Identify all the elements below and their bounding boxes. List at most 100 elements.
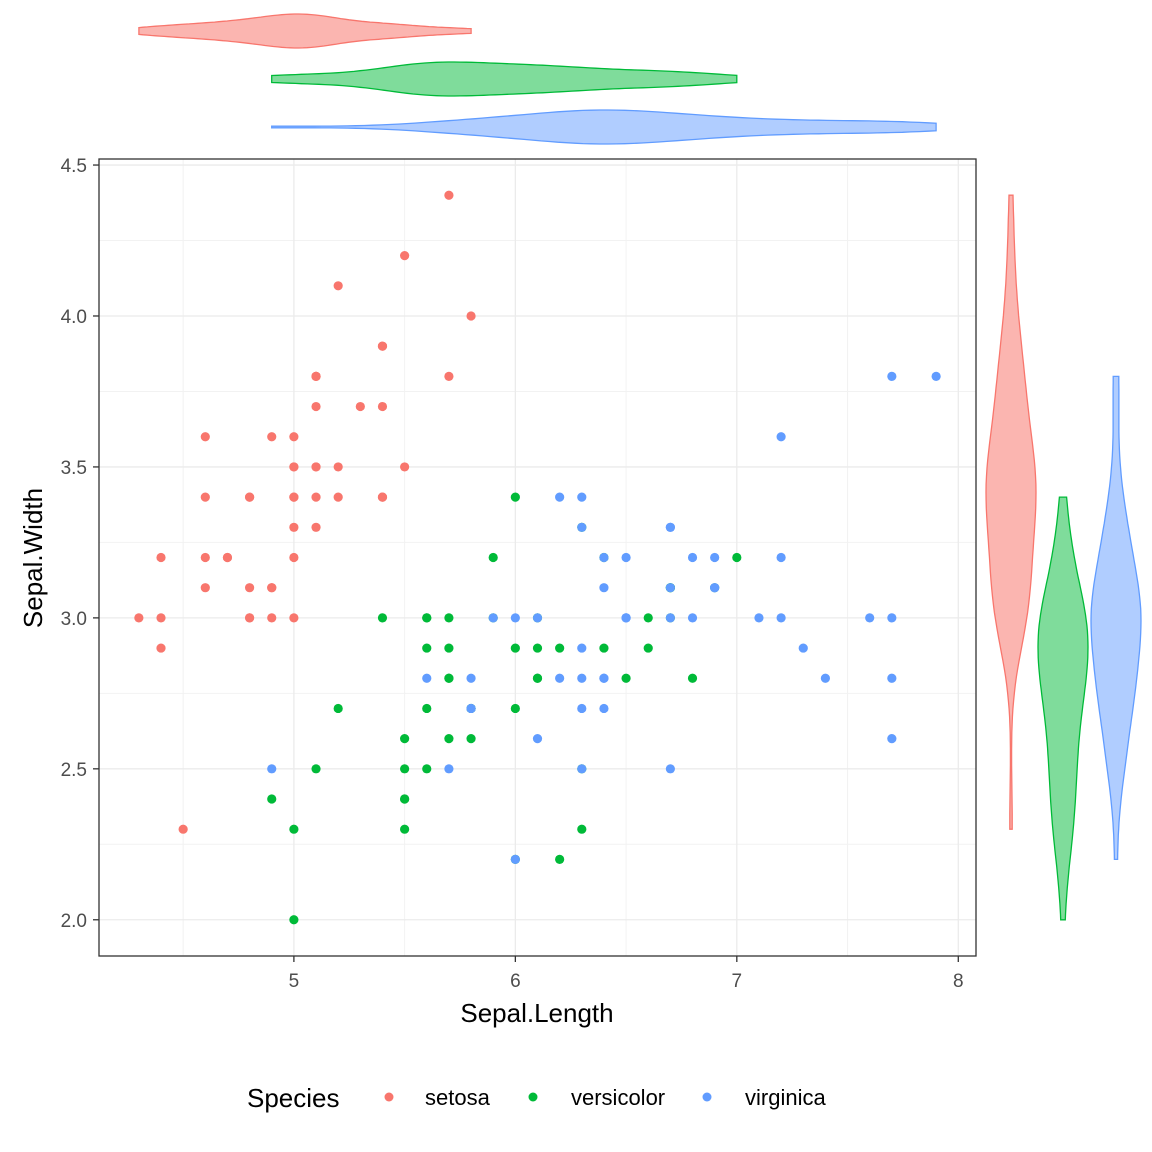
point-virginica bbox=[510, 854, 520, 864]
y-tick-label: 4.5 bbox=[61, 156, 87, 177]
point-versicolor bbox=[267, 794, 277, 804]
point-setosa bbox=[289, 432, 299, 442]
point-setosa bbox=[377, 401, 388, 412]
point-virginica bbox=[687, 613, 698, 623]
point-versicolor bbox=[510, 643, 520, 653]
point-versicolor bbox=[510, 492, 520, 502]
point-setosa bbox=[244, 492, 255, 502]
point-versicolor bbox=[400, 764, 410, 774]
point-virginica bbox=[466, 673, 476, 683]
point-versicolor bbox=[444, 734, 454, 744]
point-versicolor bbox=[643, 643, 653, 653]
point-virginica bbox=[466, 703, 476, 714]
point-virginica bbox=[621, 552, 631, 563]
point-virginica bbox=[577, 764, 587, 774]
point-virginica bbox=[267, 764, 277, 774]
legend-key-versicolor bbox=[528, 1092, 538, 1102]
point-setosa bbox=[311, 401, 321, 412]
y-axis: 2.0 2.5 3.0 3.5 4.0 4.5 bbox=[61, 156, 99, 932]
point-setosa bbox=[244, 613, 255, 623]
point-setosa bbox=[377, 341, 388, 351]
point-virginica bbox=[798, 643, 808, 653]
point-virginica bbox=[887, 734, 897, 744]
point-versicolor bbox=[422, 764, 432, 774]
point-versicolor bbox=[732, 552, 742, 563]
panel-border bbox=[98, 158, 977, 957]
x-tick-label: 6 bbox=[510, 971, 521, 992]
point-versicolor bbox=[532, 673, 543, 683]
point-versicolor bbox=[400, 734, 410, 744]
point-setosa bbox=[444, 371, 454, 381]
point-setosa bbox=[311, 462, 321, 472]
point-setosa bbox=[200, 492, 210, 502]
point-setosa bbox=[156, 643, 166, 653]
point-setosa bbox=[333, 462, 343, 472]
point-versicolor bbox=[599, 643, 609, 653]
point-versicolor bbox=[400, 824, 410, 834]
point-versicolor bbox=[466, 734, 476, 744]
point-virginica bbox=[931, 371, 941, 381]
main-plot-panel bbox=[98, 158, 977, 957]
y-tick-label: 2.5 bbox=[61, 760, 87, 781]
point-virginica bbox=[776, 432, 786, 442]
point-setosa bbox=[289, 492, 299, 502]
point-virginica bbox=[532, 613, 543, 623]
x-tick-label: 8 bbox=[953, 971, 964, 992]
point-virginica bbox=[555, 673, 565, 683]
point-virginica bbox=[577, 522, 587, 532]
y-tick-label: 3.5 bbox=[61, 458, 87, 479]
point-setosa bbox=[289, 552, 299, 563]
point-setosa bbox=[311, 522, 321, 532]
point-setosa bbox=[466, 311, 476, 321]
point-virginica bbox=[532, 734, 543, 744]
point-virginica bbox=[621, 613, 631, 623]
point-setosa bbox=[200, 552, 210, 563]
point-versicolor bbox=[510, 703, 520, 714]
point-versicolor bbox=[311, 764, 321, 774]
legend-label-virginica: virginica bbox=[745, 1085, 826, 1110]
point-virginica bbox=[488, 613, 498, 623]
point-virginica bbox=[577, 492, 587, 502]
point-setosa bbox=[400, 462, 410, 472]
point-virginica bbox=[687, 552, 698, 563]
violin-top-virginica bbox=[271, 109, 937, 145]
point-setosa bbox=[156, 552, 166, 563]
y-axis-title: Sepal.Width bbox=[18, 488, 48, 628]
point-virginica bbox=[776, 552, 786, 563]
point-setosa bbox=[289, 613, 299, 623]
legend-key-virginica bbox=[702, 1092, 712, 1102]
point-virginica bbox=[422, 673, 432, 683]
point-virginica bbox=[555, 492, 565, 502]
point-virginica bbox=[820, 673, 831, 683]
violin-right-versicolor bbox=[1037, 496, 1089, 921]
y-tick-label: 2.0 bbox=[61, 911, 87, 932]
point-setosa bbox=[400, 251, 410, 261]
point-virginica bbox=[599, 703, 609, 714]
legend-label-setosa: setosa bbox=[425, 1085, 491, 1110]
point-setosa bbox=[178, 824, 188, 834]
point-virginica bbox=[444, 764, 454, 774]
legend: Species setosa versicolor virginica bbox=[247, 1083, 826, 1113]
point-virginica bbox=[754, 613, 764, 623]
point-setosa bbox=[267, 613, 277, 623]
point-virginica bbox=[887, 371, 897, 381]
point-versicolor bbox=[643, 613, 653, 623]
point-versicolor bbox=[289, 915, 299, 925]
point-versicolor bbox=[444, 643, 454, 653]
top-marginal-violins bbox=[138, 13, 937, 145]
point-versicolor bbox=[577, 824, 587, 834]
point-setosa bbox=[267, 583, 277, 593]
point-setosa bbox=[311, 371, 321, 381]
point-virginica bbox=[599, 552, 609, 563]
point-versicolor bbox=[422, 703, 432, 714]
point-setosa bbox=[355, 401, 365, 412]
point-virginica bbox=[665, 764, 675, 774]
point-virginica bbox=[710, 583, 720, 593]
point-virginica bbox=[887, 613, 897, 623]
point-setosa bbox=[289, 462, 299, 472]
point-virginica bbox=[577, 673, 587, 683]
point-versicolor bbox=[488, 552, 498, 563]
point-virginica bbox=[577, 703, 587, 714]
point-versicolor bbox=[400, 794, 410, 804]
